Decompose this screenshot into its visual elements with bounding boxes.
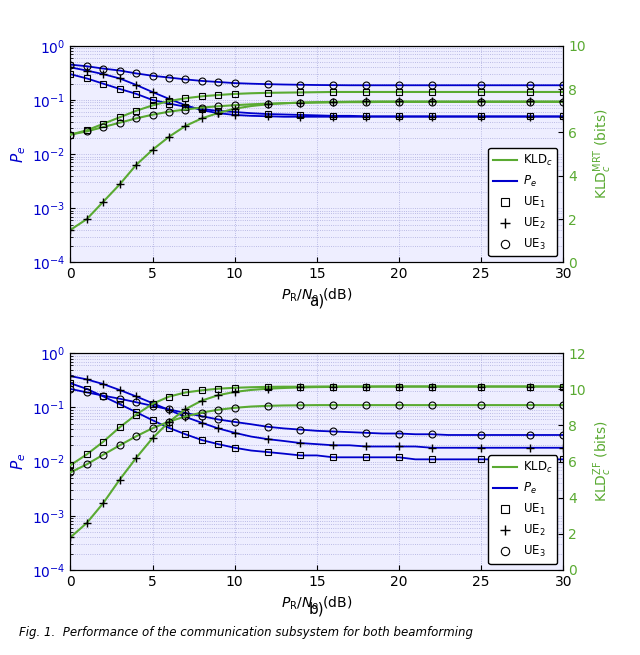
Text: a): a) xyxy=(309,293,324,309)
Text: b): b) xyxy=(309,601,324,616)
Legend: KLD$_c$, $P_e$, UE$_1$, UE$_2$, UE$_3$: KLD$_c$, $P_e$, UE$_1$, UE$_2$, UE$_3$ xyxy=(488,455,557,564)
Y-axis label: $P_e$: $P_e$ xyxy=(9,453,28,470)
X-axis label: $P_{\mathrm{R}}/N_o$ (dB): $P_{\mathrm{R}}/N_o$ (dB) xyxy=(281,287,353,304)
Text: Fig. 1.  Performance of the communication subsystem for both beamforming: Fig. 1. Performance of the communication… xyxy=(19,626,473,639)
X-axis label: $P_{\mathrm{R}}/N_o$ (dB): $P_{\mathrm{R}}/N_o$ (dB) xyxy=(281,594,353,612)
Y-axis label: $P_e$: $P_e$ xyxy=(9,145,28,162)
Y-axis label: KLD$_c^{\mathrm{ZF}}$ (bits): KLD$_c^{\mathrm{ZF}}$ (bits) xyxy=(591,421,614,502)
Legend: KLD$_c$, $P_e$, UE$_1$, UE$_2$, UE$_3$: KLD$_c$, $P_e$, UE$_1$, UE$_2$, UE$_3$ xyxy=(488,148,557,257)
Y-axis label: KLD$_c^{\mathrm{MRT}}$ (bits): KLD$_c^{\mathrm{MRT}}$ (bits) xyxy=(591,109,614,199)
